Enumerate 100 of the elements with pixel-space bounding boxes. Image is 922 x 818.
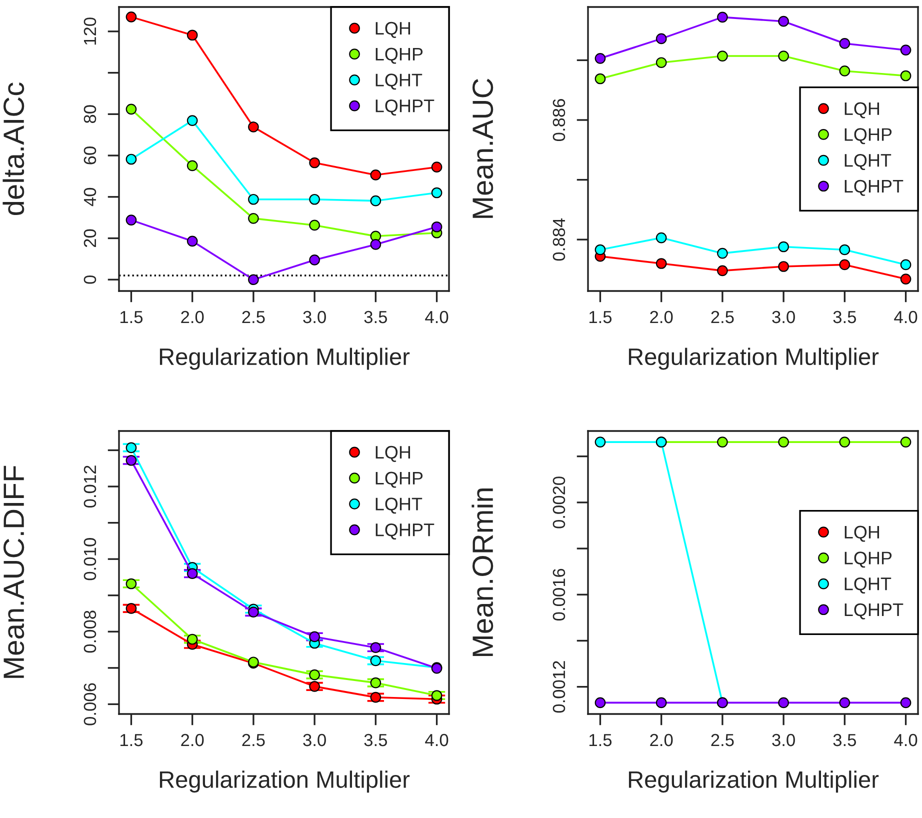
x-tick-label: 2.0: [181, 310, 204, 324]
point: [431, 690, 442, 701]
point: [656, 232, 667, 244]
point: [717, 265, 728, 276]
x-tick-label: 3.5: [364, 734, 388, 746]
x-tick-label: 1.5: [120, 311, 143, 324]
legend-label: LQHT: [844, 154, 892, 170]
point: [900, 259, 912, 270]
legend-label: LQHT: [376, 498, 422, 514]
legend-label: LQHPT: [376, 100, 434, 116]
y-tick-label: 0.884: [552, 218, 566, 261]
y-tick-label: 0.008: [84, 610, 96, 653]
point: [309, 669, 320, 680]
y-axis-title: delta.AICc: [2, 82, 24, 216]
point: [126, 154, 137, 165]
x-tick-label: 3.0: [303, 734, 326, 746]
point: [656, 258, 667, 269]
point: [248, 122, 259, 132]
point: [370, 239, 382, 250]
point: [126, 454, 137, 466]
point: [126, 603, 137, 614]
x-tick-label: 1.5: [589, 734, 612, 746]
legend-label: LQHPT: [376, 524, 434, 540]
point: [248, 212, 259, 224]
point: [778, 50, 789, 62]
x-tick-label: 2.0: [181, 734, 204, 746]
x-tick-label: 2.0: [650, 310, 673, 324]
y-tick-label: 0.012: [84, 466, 96, 508]
x-axis-title: Regularization Multiplier: [160, 348, 410, 370]
legend-label: LQHT: [376, 74, 422, 90]
point: [656, 57, 667, 68]
y-tick-label: 0.0020: [552, 476, 566, 528]
legend-label: LQHPT: [844, 603, 904, 620]
point: [309, 681, 320, 692]
legend-label: LQHP: [844, 128, 892, 144]
x-tick-label: 1.5: [589, 311, 612, 324]
point: [248, 606, 259, 618]
legend-label: LQHP: [376, 48, 423, 64]
point: [126, 442, 137, 454]
point: [594, 53, 606, 64]
x-tick-label: 4.0: [894, 734, 918, 746]
point: [309, 157, 320, 168]
x-tick-label: 3.0: [772, 734, 795, 746]
x-tick-label: 2.5: [711, 734, 734, 746]
point: [309, 220, 320, 231]
point: [309, 631, 320, 642]
point: [839, 66, 850, 76]
point: [370, 170, 382, 180]
y-axis-title: Mean.AUC: [472, 78, 494, 218]
point: [309, 194, 320, 205]
point: [186, 634, 198, 645]
x-tick-label: 2.5: [711, 310, 734, 324]
point: [126, 214, 137, 226]
point: [839, 244, 850, 256]
point: [778, 16, 789, 27]
legend-label: LQH: [376, 22, 410, 38]
x-axis-title: Regularization Multiplier: [628, 770, 879, 793]
y-tick-label: 0.0012: [552, 661, 566, 713]
point: [370, 655, 382, 666]
point: [126, 104, 137, 115]
point: [839, 38, 850, 49]
point: [656, 33, 667, 44]
point: [186, 568, 198, 580]
y-axis-title: Mean.ORmin: [472, 488, 494, 656]
x-tick-label: 4.0: [425, 310, 448, 324]
x-tick-label: 2.5: [242, 734, 265, 746]
y-tick-label: 40: [84, 188, 96, 206]
y-tick-label: 0.010: [84, 538, 96, 580]
point: [186, 236, 198, 247]
point: [370, 195, 382, 206]
y-tick-label: 0.886: [552, 99, 566, 142]
point: [248, 274, 259, 286]
point: [126, 12, 137, 22]
point: [900, 44, 912, 56]
point: [126, 578, 137, 590]
point: [717, 248, 728, 259]
x-tick-label: 4.0: [425, 734, 448, 746]
y-tick-label: 0.0016: [552, 568, 566, 620]
x-tick-label: 2.0: [650, 734, 673, 746]
x-tick-label: 3.5: [364, 310, 388, 324]
point: [370, 677, 382, 688]
point: [186, 160, 198, 172]
x-axis-title: Regularization Multiplier: [628, 348, 879, 370]
y-tick-label: 0: [84, 275, 96, 284]
legend-label: LQH: [844, 102, 880, 118]
point: [839, 259, 850, 270]
x-tick-label: 3.5: [833, 734, 856, 746]
point: [594, 244, 606, 256]
point: [594, 73, 606, 84]
y-tick-label: 120: [84, 18, 96, 45]
legend-label: LQHPT: [844, 180, 904, 196]
x-axis-title: Regularization Multiplier: [160, 770, 410, 793]
point: [248, 194, 259, 205]
point: [778, 241, 789, 252]
point: [186, 115, 198, 126]
y-tick-label: 80: [84, 105, 96, 124]
point: [431, 162, 442, 173]
point: [717, 12, 728, 23]
point: [431, 221, 442, 232]
point: [370, 692, 382, 703]
